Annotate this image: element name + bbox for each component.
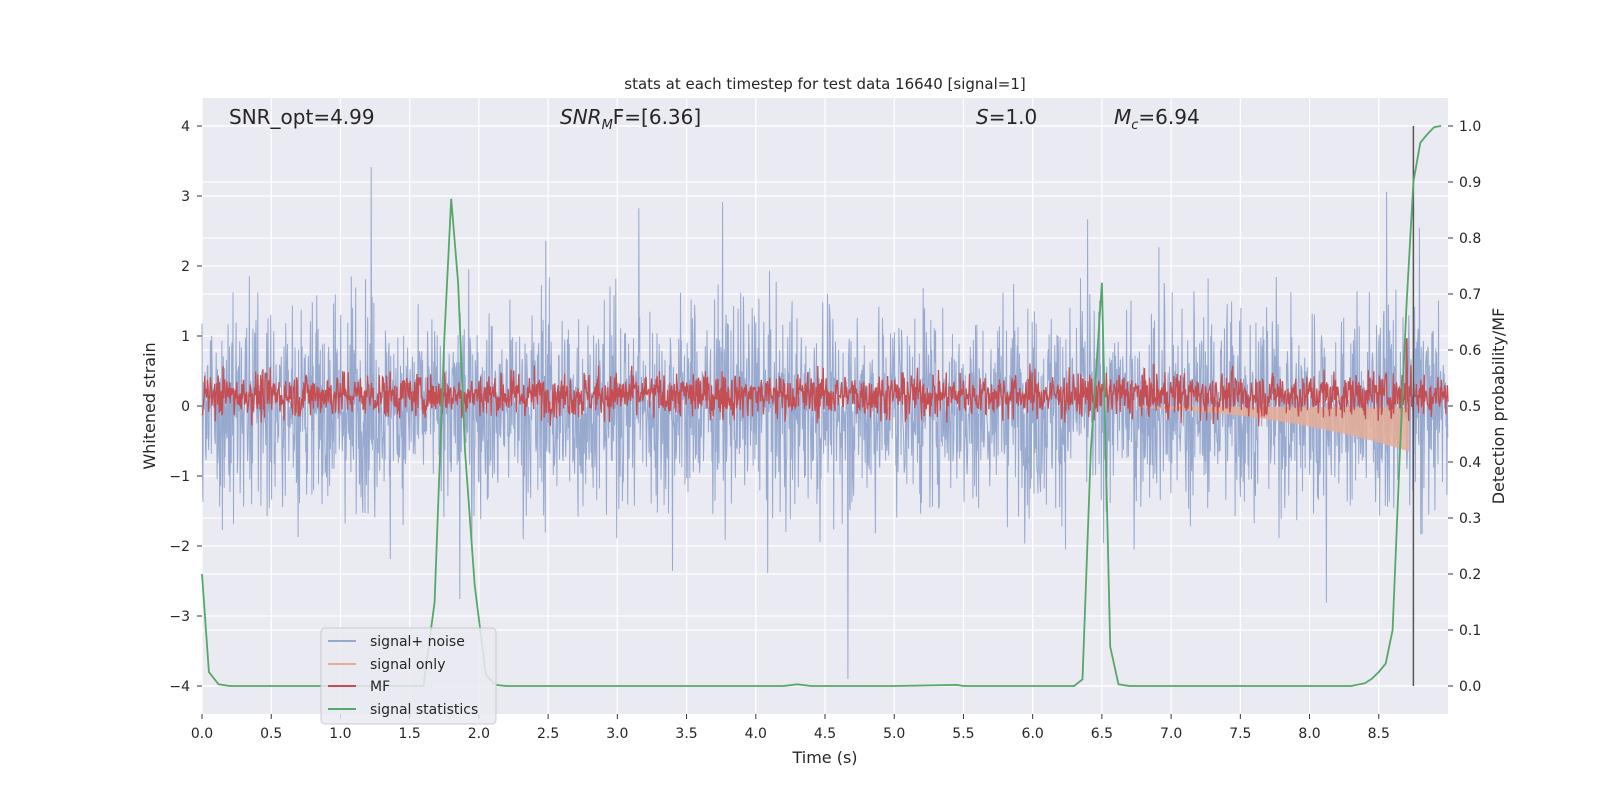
x-tick-label: 4.5: [814, 726, 836, 742]
annotation-snr-opt: SNR_opt=4.99: [229, 105, 375, 129]
y-right-tick-label: 0.6: [1459, 343, 1481, 359]
annotation-snr-mf: SNRMF=[6.36]: [560, 105, 701, 133]
y-right-tick-label: 0.1: [1459, 623, 1481, 639]
x-tick-label: 3.5: [675, 726, 697, 742]
x-tick-label: 2.0: [468, 726, 490, 742]
y-axis-right-label: Detection probability/MF: [1489, 308, 1508, 505]
annotation-mc: Mc=6.94: [1114, 105, 1200, 133]
y-left-tick-label: 1: [181, 329, 190, 345]
y-left-tick-label: −2: [169, 539, 190, 555]
legend-label-mf: MF: [370, 679, 390, 695]
annotation-snr-mf-sub: M: [602, 118, 613, 133]
annotation-mc-main: M: [1114, 105, 1131, 129]
x-tick-label: 2.5: [537, 726, 559, 742]
series-mf: [201, 338, 1449, 427]
series-layer: [201, 125, 1449, 687]
series-signal-only: [1032, 406, 1410, 452]
y-right-tick-label: 0.0: [1459, 679, 1481, 695]
y-right-tick-label: 0.3: [1459, 511, 1481, 527]
annotation-mc-rest: =6.94: [1138, 105, 1199, 129]
chart-title: stats at each timestep for test data 166…: [624, 75, 1025, 93]
y-axis-left-ticks: 4 3 2 1 0 −1 −2 −3 −4: [169, 119, 202, 695]
y-right-tick-label: 0.9: [1459, 175, 1481, 191]
x-tick-label: 0.5: [260, 726, 282, 742]
x-tick-label: 1.5: [399, 726, 421, 742]
x-tick-label: 3.0: [606, 726, 628, 742]
y-right-tick-label: 0.7: [1459, 287, 1481, 303]
x-tick-label: 7.0: [1160, 726, 1182, 742]
annotation-snr-mf-main: SNR: [560, 105, 602, 129]
series-signal-statistics: [201, 125, 1442, 687]
y-left-tick-label: 3: [181, 189, 190, 205]
y-right-tick-label: 0.5: [1459, 399, 1481, 415]
y-axis-left-label: Whitened strain: [140, 342, 159, 469]
x-tick-label: 8.5: [1368, 726, 1390, 742]
legend-label-signal-statistics: signal statistics: [370, 702, 478, 718]
x-tick-label: 4.0: [745, 726, 767, 742]
y-left-tick-label: 0: [181, 399, 190, 415]
y-right-tick-label: 0.2: [1459, 567, 1481, 583]
x-axis-label: Time (s): [791, 748, 857, 767]
y-left-tick-label: 2: [181, 259, 190, 275]
annotation-s-rest: =1.0: [989, 105, 1038, 129]
x-tick-label: 6.5: [1091, 726, 1113, 742]
y-right-tick-label: 1.0: [1459, 119, 1481, 135]
y-right-tick-label: 0.4: [1459, 455, 1481, 471]
y-left-tick-label: −1: [169, 469, 190, 485]
legend-label-signal-noise: signal+ noise: [370, 634, 465, 650]
annotation-s: S=1.0: [976, 105, 1037, 129]
x-tick-label: 0.0: [191, 726, 213, 742]
series-signal-noise: [201, 166, 1449, 680]
annotation-s-main: S: [976, 105, 989, 129]
y-left-tick-label: 4: [181, 119, 190, 135]
annotation-snr-mf-rest: F=[6.36]: [613, 105, 701, 129]
x-tick-label: 8.0: [1298, 726, 1320, 742]
y-left-tick-label: −4: [169, 679, 190, 695]
x-tick-label: 7.5: [1229, 726, 1251, 742]
x-axis-ticks: 0.0 0.5 1.0 1.5 2.0 2.5 3.0 3.5 4.0 4.5 5.0 5.5 6.0 6…: [191, 714, 1390, 742]
annotation-mc-sub: c: [1131, 118, 1138, 133]
x-tick-label: 5.5: [952, 726, 974, 742]
x-tick-label: 6.0: [1022, 726, 1044, 742]
y-right-tick-label: 0.8: [1459, 231, 1481, 247]
x-tick-label: 5.0: [883, 726, 905, 742]
legend: signal+ noise signal only MF signal stat…: [320, 627, 497, 725]
x-tick-label: 1.0: [329, 726, 351, 742]
legend-box: [320, 627, 497, 725]
legend-label-signal-only: signal only: [370, 657, 445, 673]
y-axis-right-ticks: 1.0 0.9 0.8 0.7 0.6 0.5 0.4 0.3 0.2 0.1 0.0: [1448, 119, 1481, 695]
y-left-tick-label: −3: [169, 609, 190, 625]
